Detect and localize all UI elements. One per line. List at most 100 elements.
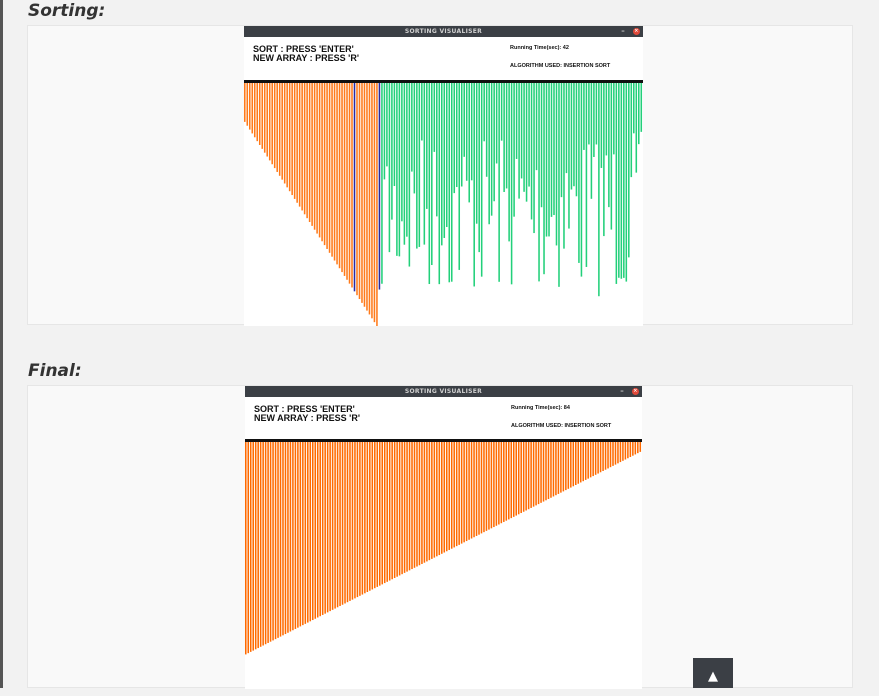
array-bar	[570, 83, 573, 190]
array-bar	[630, 83, 633, 178]
array-bar	[348, 83, 351, 284]
minimize-icon[interactable]: –	[620, 387, 624, 395]
array-bar	[570, 442, 572, 488]
array-bar	[619, 442, 622, 463]
array-bar	[393, 83, 396, 187]
array-bar	[520, 442, 522, 514]
algorithm-label: ALGORITHM USED:	[511, 423, 563, 429]
array-bar	[341, 442, 344, 605]
array-bar	[445, 83, 448, 228]
array-bar	[428, 83, 431, 285]
array-bar	[584, 442, 587, 480]
array-bar	[376, 442, 379, 587]
array-bar	[259, 442, 262, 647]
array-bar	[245, 442, 247, 655]
algorithm-value: INSERTION SORT	[563, 63, 611, 69]
array-bar	[458, 442, 460, 545]
array-bar	[413, 442, 416, 568]
array-bar	[408, 83, 411, 267]
array-bar	[500, 83, 503, 141]
array-bar	[498, 83, 500, 282]
array-bar	[289, 442, 292, 632]
array-bar	[292, 442, 294, 631]
array-bar	[411, 83, 413, 172]
array-bar	[257, 442, 259, 649]
running-time-value: 42	[562, 45, 569, 51]
array-bar	[401, 83, 403, 222]
array-bar	[465, 442, 468, 542]
array-bar	[381, 442, 384, 585]
running-time-value: 84	[563, 405, 570, 411]
array-bar	[303, 83, 306, 215]
array-bar	[523, 83, 525, 192]
array-bar	[627, 442, 629, 459]
array-bar	[331, 83, 333, 257]
array-bar	[313, 83, 316, 230]
array-bar	[562, 442, 565, 492]
array-bar	[540, 442, 542, 503]
instructions: SORT : PRESS 'ENTER' NEW ARRAY : PRESS '…	[253, 45, 359, 63]
array-bar	[543, 83, 545, 275]
array-bar	[304, 442, 307, 624]
array-bar	[363, 83, 366, 307]
array-bar	[614, 442, 617, 465]
array-bar	[321, 442, 324, 615]
array-bar	[475, 442, 478, 536]
array-bar	[542, 442, 545, 502]
array-bar	[293, 83, 296, 199]
array-bar	[244, 83, 246, 122]
array-bar	[465, 83, 468, 181]
array-bar	[540, 83, 543, 208]
array-bar	[633, 83, 635, 134]
scroll-to-top-button[interactable]: ▲	[693, 658, 733, 688]
array-bar	[296, 83, 298, 203]
close-icon[interactable]: ×	[632, 388, 639, 395]
array-bar	[262, 442, 264, 646]
array-bar	[453, 442, 455, 548]
array-bar	[276, 83, 278, 172]
array-bar	[618, 83, 620, 278]
array-bar	[628, 83, 630, 258]
array-bar	[609, 442, 612, 468]
array-bar	[500, 442, 503, 524]
sorting-card: SORTING VISUALISER – × SORT : PRESS 'ENT…	[27, 25, 853, 326]
array-bar	[274, 442, 277, 640]
close-icon[interactable]: ×	[633, 28, 640, 35]
minimize-icon[interactable]: –	[621, 27, 625, 35]
array-bar	[468, 83, 470, 203]
array-bar	[515, 442, 517, 516]
header-separator	[244, 80, 643, 83]
array-bar	[426, 442, 428, 562]
array-bar	[321, 83, 323, 242]
array-bar	[629, 442, 632, 457]
array-bar	[346, 83, 348, 280]
array-bar	[622, 442, 624, 461]
array-bar	[418, 442, 421, 566]
array-bar	[258, 83, 261, 145]
array-bar	[248, 83, 251, 130]
array-bar	[603, 83, 605, 237]
array-bar	[478, 83, 480, 253]
array-bar	[308, 83, 311, 223]
instruction-sort: SORT : PRESS 'ENTER'	[254, 404, 355, 414]
array-bar	[318, 83, 321, 238]
array-bar	[567, 442, 570, 489]
array-bar	[610, 83, 613, 230]
array-bar	[460, 83, 463, 187]
array-bar	[458, 83, 461, 270]
array-bar	[585, 83, 588, 267]
instruction-sort: SORT : PRESS 'ENTER'	[253, 44, 354, 54]
array-bar	[634, 442, 637, 455]
array-bar	[338, 83, 341, 269]
array-bar	[468, 442, 470, 540]
array-bar	[558, 83, 560, 287]
array-bar	[246, 83, 249, 126]
array-bar	[594, 442, 597, 475]
array-bar	[378, 442, 381, 586]
array-bar	[311, 442, 314, 621]
array-bar	[281, 83, 283, 180]
array-bar	[261, 83, 264, 149]
array-bar	[416, 83, 418, 249]
array-bar	[517, 442, 520, 515]
array-bar	[565, 442, 567, 491]
